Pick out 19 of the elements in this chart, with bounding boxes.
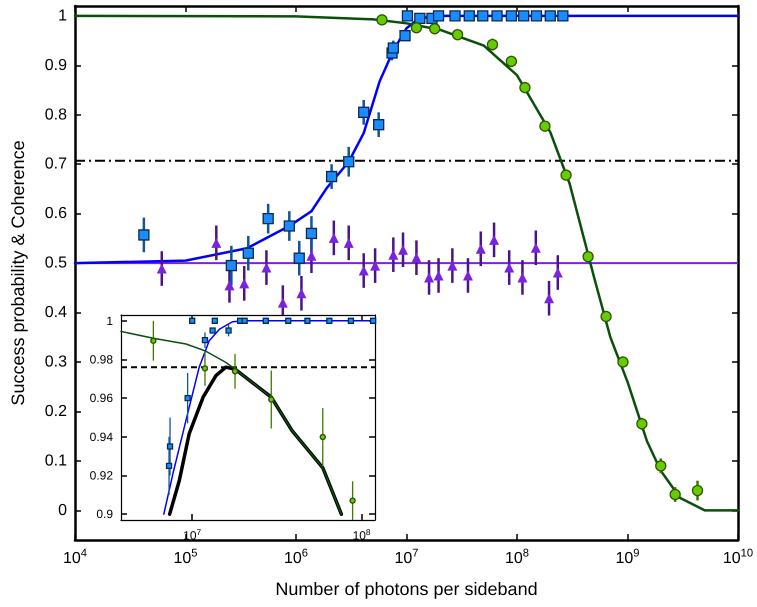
- y-tick-label: 0.94: [90, 430, 114, 444]
- y-axis-title: Success probability & Coherence: [8, 140, 28, 406]
- y-tick-label: 0.98: [90, 352, 114, 366]
- y-tick-label: 0.9: [44, 56, 68, 74]
- x-axis-title: Number of photons per sideband: [275, 579, 538, 599]
- y-tick-label: 0.5: [44, 254, 68, 272]
- y-tick-label: 0.3: [44, 354, 68, 370]
- y-tick-label: 0.9: [96, 507, 114, 522]
- y-tick-label: 0.2: [44, 402, 68, 420]
- y-tick-label: 0.7: [44, 156, 68, 173]
- y-tick-label: 0.6: [44, 205, 68, 222]
- y-tick-label: 0: [58, 502, 68, 519]
- y-tick-label: 0.96: [90, 391, 114, 406]
- y-tick-label: 0.92: [90, 468, 114, 483]
- y-tick-label: 0.1: [44, 452, 68, 470]
- y-tick-label: 0.8: [44, 106, 68, 124]
- y-tick-label: 0.4: [44, 304, 68, 322]
- y-tick-label: 1: [106, 314, 114, 328]
- y-tick-label: 1: [58, 7, 68, 24]
